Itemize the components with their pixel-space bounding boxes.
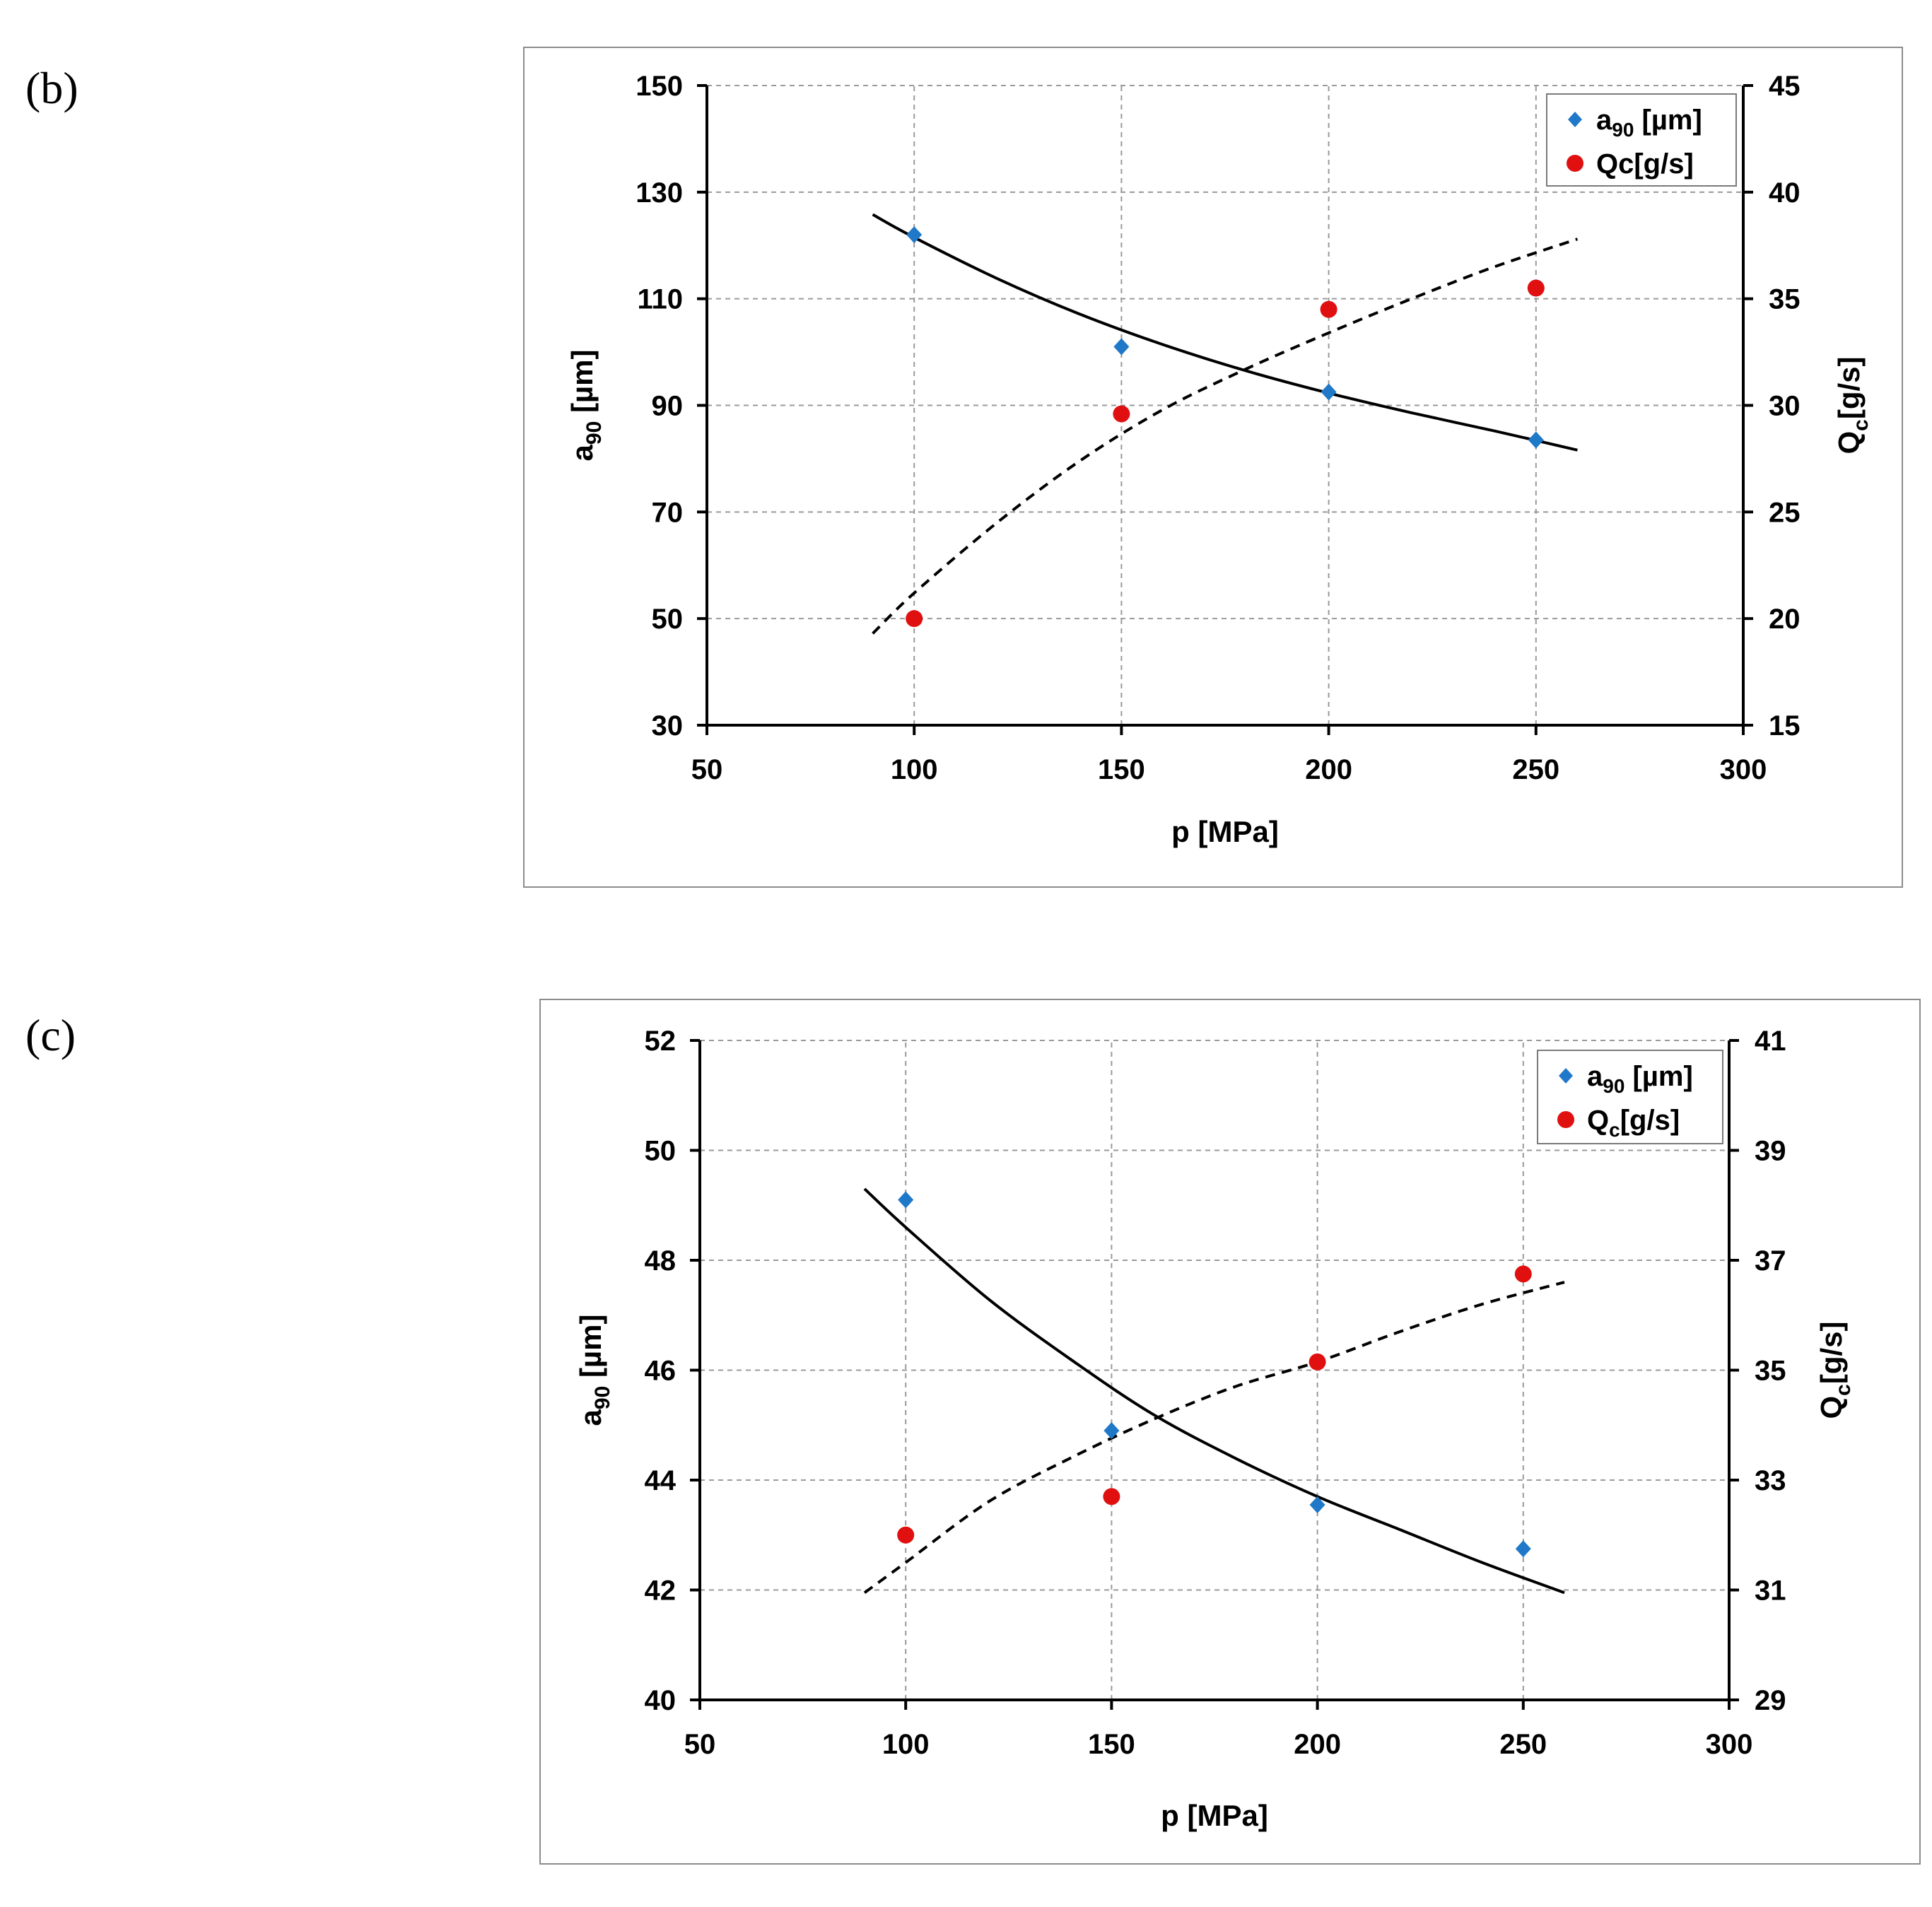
y-right-tick-label: 35 — [1755, 1356, 1786, 1387]
y-right-tick-label: 35 — [1769, 284, 1801, 315]
x-tick-label: 150 — [1088, 1729, 1135, 1760]
legend-box — [1537, 1050, 1723, 1144]
x-tick-label: 50 — [684, 1729, 716, 1760]
panel-label-b: (b) — [25, 63, 78, 113]
data-point-a90 — [1515, 1540, 1531, 1558]
trendline-right — [863, 1281, 1565, 1595]
x-axis-title: p [MPa] — [1161, 1799, 1268, 1832]
x-axis-title: p [MPa] — [1171, 815, 1279, 848]
x-tick-label: 250 — [1512, 754, 1559, 785]
y-axis-right-title: Qc[g/s] — [1832, 356, 1873, 454]
legend-label: a90 [µm] — [1596, 105, 1702, 141]
y-left-tick-label: 50 — [652, 604, 684, 635]
x-tick-label: 150 — [1098, 754, 1145, 785]
data-point-a90 — [1113, 338, 1130, 356]
y-left-tick-label: 40 — [645, 1685, 677, 1716]
trendline-left — [872, 213, 1578, 452]
data-point-qc — [1103, 1488, 1120, 1506]
y-axis-left-title: a90 [µm] — [574, 1315, 614, 1426]
y-right-tick-label: 15 — [1769, 710, 1801, 741]
y-axis-right-title: Qc[g/s] — [1815, 1321, 1855, 1419]
data-point-a90 — [898, 1191, 914, 1209]
panel-label-c: (c) — [25, 1010, 76, 1060]
y-right-tick-label: 33 — [1755, 1465, 1786, 1496]
y-left-tick-label: 48 — [645, 1245, 677, 1277]
y-left-tick-label: 90 — [652, 391, 684, 422]
data-point-qc — [1320, 300, 1337, 318]
legend-marker-qc — [1567, 155, 1583, 172]
y-left-tick-label: 46 — [645, 1356, 677, 1387]
y-right-tick-label: 40 — [1769, 177, 1801, 209]
chart-c: 50 100 150 200 250 300 40 42 44 46 48 50 52 29 31 33 35 3… — [574, 1026, 1855, 1832]
x-tick-label: 300 — [1706, 1729, 1753, 1760]
y-right-tick-label: 25 — [1769, 497, 1801, 528]
legend-marker-a90 — [1568, 112, 1582, 127]
trendline-left — [863, 1187, 1565, 1595]
x-tick-label: 250 — [1499, 1729, 1547, 1760]
chart-frame-b — [523, 47, 1903, 888]
y-left-tick-label: 52 — [645, 1026, 677, 1057]
data-point-a90 — [1528, 431, 1544, 449]
y-left-tick-label: 150 — [636, 71, 683, 102]
chart-b: 50 100 150 200 250 30030507090110130150152025… — [566, 71, 1873, 848]
x-tick-label: 300 — [1720, 754, 1767, 785]
legend-c: a90 [µm] Qc[g/s] — [1537, 1050, 1723, 1144]
legend-label: Qc[g/s] — [1587, 1105, 1680, 1141]
y-right-tick-label: 20 — [1769, 604, 1801, 635]
y-left-tick-label: 110 — [637, 284, 683, 315]
legend-label: Qc[g/s] — [1596, 148, 1694, 180]
y-right-tick-label: 30 — [1769, 391, 1801, 422]
y-left-tick-label: 130 — [636, 177, 683, 209]
trendline-right — [872, 237, 1579, 635]
x-tick-label: 50 — [691, 754, 723, 785]
y-right-tick-label: 45 — [1769, 71, 1801, 102]
legend-b: a90 [µm] Qc[g/s] — [1546, 93, 1737, 187]
x-tick-label: 200 — [1294, 1729, 1341, 1760]
legend-marker-qc — [1557, 1111, 1574, 1128]
y-left-tick-label: 30 — [652, 710, 684, 741]
y-right-tick-label: 37 — [1755, 1245, 1786, 1277]
y-right-tick-label: 29 — [1755, 1685, 1786, 1716]
data-point-a90 — [906, 226, 923, 244]
data-point-qc — [1514, 1265, 1532, 1283]
y-axis-left-title: a90 [µm] — [566, 350, 606, 462]
data-point-qc — [1113, 405, 1130, 423]
y-left-tick-label: 42 — [645, 1576, 677, 1607]
data-point-qc — [1309, 1353, 1326, 1371]
legend-label: a90 [µm] — [1587, 1061, 1693, 1097]
x-tick-label: 200 — [1305, 754, 1352, 785]
y-left-tick-label: 70 — [652, 497, 684, 528]
y-right-tick-label: 41 — [1755, 1026, 1786, 1057]
y-right-tick-label: 31 — [1755, 1576, 1786, 1607]
data-point-a90 — [1309, 1496, 1325, 1513]
data-point-a90 — [1321, 383, 1337, 401]
y-right-tick-label: 39 — [1755, 1136, 1786, 1167]
data-point-qc — [906, 610, 923, 628]
y-left-tick-label: 50 — [645, 1136, 677, 1167]
x-tick-label: 100 — [891, 754, 938, 785]
legend-marker-a90 — [1559, 1068, 1573, 1084]
y-left-tick-label: 44 — [645, 1465, 677, 1496]
data-point-qc — [897, 1526, 915, 1544]
data-point-a90 — [1103, 1422, 1120, 1440]
data-point-qc — [1527, 279, 1545, 297]
x-tick-label: 100 — [882, 1729, 930, 1760]
